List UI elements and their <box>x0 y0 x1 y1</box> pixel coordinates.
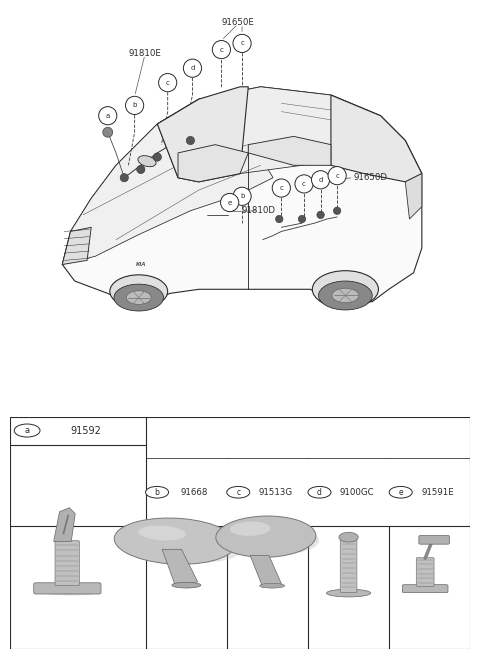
Circle shape <box>120 174 129 182</box>
FancyBboxPatch shape <box>419 535 449 544</box>
Ellipse shape <box>44 590 99 596</box>
Text: c: c <box>335 173 339 178</box>
Polygon shape <box>54 508 75 541</box>
Text: 91810D: 91810D <box>241 206 276 215</box>
Text: 91650E: 91650E <box>221 18 254 28</box>
Circle shape <box>186 136 194 145</box>
Polygon shape <box>248 136 331 165</box>
Text: 91591E: 91591E <box>422 488 455 497</box>
Text: c: c <box>240 41 244 47</box>
Text: d: d <box>317 488 322 497</box>
FancyBboxPatch shape <box>416 558 434 586</box>
Circle shape <box>233 34 251 52</box>
Polygon shape <box>157 87 248 182</box>
Text: c: c <box>166 79 169 86</box>
Circle shape <box>339 532 358 542</box>
Polygon shape <box>62 124 273 264</box>
Circle shape <box>334 207 341 215</box>
Text: c: c <box>219 47 223 52</box>
Circle shape <box>317 211 324 218</box>
Text: c: c <box>236 488 240 497</box>
Circle shape <box>99 107 117 125</box>
Polygon shape <box>331 95 422 182</box>
Circle shape <box>276 215 283 223</box>
Polygon shape <box>62 87 422 302</box>
Circle shape <box>183 59 202 77</box>
Circle shape <box>158 73 177 92</box>
Polygon shape <box>405 174 422 219</box>
Ellipse shape <box>138 525 186 541</box>
Ellipse shape <box>319 281 372 310</box>
Polygon shape <box>250 556 282 587</box>
Text: KIA: KIA <box>135 262 146 267</box>
Text: a: a <box>24 426 30 435</box>
Circle shape <box>103 127 113 137</box>
Polygon shape <box>157 87 405 182</box>
Circle shape <box>295 174 313 193</box>
Text: b: b <box>240 194 244 199</box>
Ellipse shape <box>230 522 271 536</box>
Text: e: e <box>398 488 403 497</box>
Text: e: e <box>228 199 232 205</box>
FancyBboxPatch shape <box>340 538 357 592</box>
Ellipse shape <box>216 516 316 557</box>
Circle shape <box>227 486 250 498</box>
Text: 91650D: 91650D <box>354 173 388 182</box>
Ellipse shape <box>332 288 359 302</box>
Text: b: b <box>132 102 137 108</box>
Ellipse shape <box>114 518 236 564</box>
Circle shape <box>312 171 330 189</box>
FancyBboxPatch shape <box>34 583 101 594</box>
Ellipse shape <box>326 589 371 597</box>
Polygon shape <box>178 145 248 182</box>
Ellipse shape <box>126 291 151 304</box>
Circle shape <box>145 486 168 498</box>
Ellipse shape <box>146 529 242 563</box>
Text: 91810E: 91810E <box>129 49 161 58</box>
Circle shape <box>328 167 346 185</box>
Ellipse shape <box>250 529 319 554</box>
Text: 91513G: 91513G <box>259 488 293 497</box>
Text: 91592: 91592 <box>70 426 101 436</box>
Circle shape <box>14 424 40 437</box>
Circle shape <box>308 486 331 498</box>
Circle shape <box>272 179 290 197</box>
Ellipse shape <box>312 271 378 308</box>
Text: b: b <box>155 488 159 497</box>
Text: d: d <box>318 176 323 183</box>
Circle shape <box>212 41 230 58</box>
Text: c: c <box>302 181 306 187</box>
Ellipse shape <box>138 155 156 167</box>
Circle shape <box>389 486 412 498</box>
FancyBboxPatch shape <box>55 541 79 586</box>
Circle shape <box>233 187 251 205</box>
Text: 91668: 91668 <box>181 488 208 497</box>
Polygon shape <box>162 549 198 585</box>
Ellipse shape <box>172 583 201 588</box>
Circle shape <box>298 215 306 223</box>
Circle shape <box>153 153 161 161</box>
Circle shape <box>137 165 145 174</box>
Circle shape <box>126 96 144 115</box>
Text: d: d <box>190 65 195 72</box>
Text: 9100GC: 9100GC <box>339 488 374 497</box>
Text: a: a <box>106 113 110 119</box>
FancyBboxPatch shape <box>402 584 448 592</box>
Ellipse shape <box>260 583 285 588</box>
Ellipse shape <box>114 284 164 311</box>
Polygon shape <box>62 227 91 264</box>
Text: c: c <box>279 185 283 191</box>
Ellipse shape <box>110 275 168 308</box>
Circle shape <box>221 194 239 212</box>
